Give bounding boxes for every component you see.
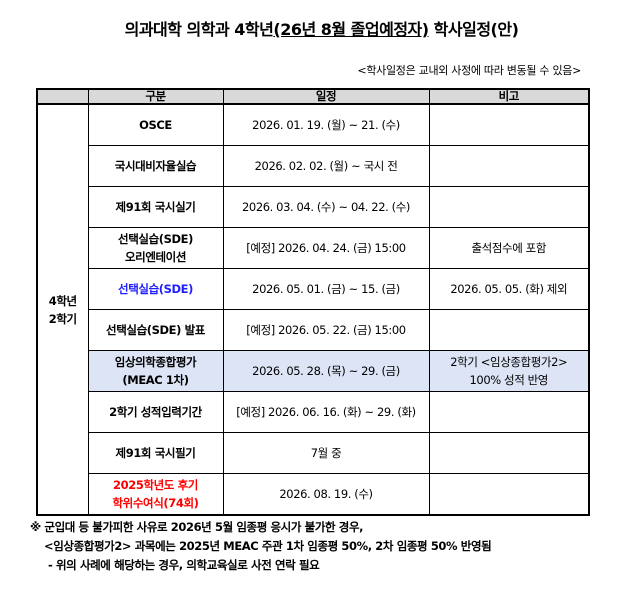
row-note: 2학기 <임상종합평가2> 100% 성적 반영	[428, 350, 590, 392]
table-row: 제91회 국시필기 7월 중	[37, 432, 590, 474]
table-row: 임상의학종합평가 (MEAC 1차) 2026. 05. 28. (목) ~ 29.…	[37, 350, 590, 392]
row-schedule: 2026. 05. 28. (목) ~ 29. (금)	[222, 350, 430, 392]
table-row: 선택실습(SDE) 2026. 05. 01. (금) ~ 15. (금) 2026…	[37, 268, 590, 310]
category-line: 임상의학종합평가	[114, 355, 197, 369]
row-schedule: [예정] 2026. 04. 24. (금) 15:00	[222, 227, 430, 269]
row-note	[428, 186, 590, 228]
row-note	[428, 145, 590, 187]
footnote-1: ※ 군입대 등 불가피한 사유로 2026년 5월 임종평 응시가 불가한 경우…	[30, 520, 364, 534]
header-blank	[36, 88, 89, 105]
table-row: 선택실습(SDE) 발표 [예정] 2026. 05. 22. (금) 15:00	[37, 309, 590, 351]
row-schedule: [예정] 2026. 06. 16. (화) ~ 29. (화)	[222, 391, 430, 433]
row-schedule: 2026. 05. 01. (금) ~ 15. (금)	[222, 268, 430, 310]
row-schedule: [예정] 2026. 05. 22. (금) 15:00	[222, 309, 430, 351]
header-category: 구분	[87, 88, 224, 105]
subtitle: <학사일정은 교내외 사정에 따라 변동될 수 있음>	[357, 64, 581, 77]
category-line: 제91회 국시실기	[115, 200, 196, 214]
row-category: 제91회 국시필기	[87, 432, 224, 474]
table-header: 구분 일정 비고	[36, 88, 590, 105]
footnote-3: - 위의 사례에 해당하는 경우, 의학교육실로 사전 연락 필요	[48, 558, 320, 572]
footnote-2: <임상종합평가2> 과목에는 2025년 MEAC 주관 1차 임종평 50%,…	[44, 539, 492, 553]
category-line: 2025학년도 후기	[113, 478, 198, 492]
category-line: 선택실습(SDE)	[118, 282, 193, 296]
category-line: 국시대비자율실습	[114, 159, 197, 173]
category-line: 2학기 성적입력기간	[109, 405, 202, 419]
row-note: 2026. 05. 05. (화) 제외	[428, 268, 590, 310]
row-schedule: 7월 중	[222, 432, 430, 474]
table-row: 선택실습(SDE) 오리엔테이션 [예정] 2026. 04. 24. (금) 15…	[37, 227, 590, 269]
title-suffix: 학사일정(안)	[428, 20, 519, 39]
category-line: 선택실습(SDE)	[118, 232, 193, 246]
group-label-line: 2학기	[48, 311, 77, 326]
group-label: 4학년 2학기	[36, 103, 89, 516]
row-category: 국시대비자율실습	[87, 145, 224, 187]
category-line: 학위수여식(74회)	[112, 496, 199, 510]
row-schedule: 2026. 03. 04. (수) ~ 04. 22. (수)	[222, 186, 430, 228]
note-line: 2026. 05. 05. (화) 제외	[450, 282, 568, 296]
row-category: 임상의학종합평가 (MEAC 1차)	[87, 350, 224, 392]
title-prefix: 의과대학 의학과 4학년	[124, 20, 274, 39]
category-line: (MEAC 1차)	[122, 373, 189, 387]
row-note	[428, 309, 590, 351]
row-note: 출석점수에 포함	[428, 227, 590, 269]
header-schedule: 일정	[222, 88, 430, 105]
row-category: 선택실습(SDE) 오리엔테이션	[87, 227, 224, 269]
row-category: OSCE	[87, 103, 224, 146]
table-row: 2025학년도 후기 학위수여식(74회) 2026. 08. 19. (수)	[37, 473, 590, 516]
table-row: 2학기 성적입력기간 [예정] 2026. 06. 16. (화) ~ 29. (…	[37, 391, 590, 433]
row-category: 제91회 국시실기	[87, 186, 224, 228]
footnotes: ※ 군입대 등 불가피한 사유로 2026년 5월 임종평 응시가 불가한 경우…	[30, 518, 492, 575]
category-line: OSCE	[139, 118, 172, 132]
row-note	[428, 103, 590, 146]
category-line: 선택실습(SDE) 발표	[106, 323, 205, 337]
title-underlined: (26년 8월 졸업예정자)	[273, 20, 429, 39]
row-note	[428, 473, 590, 516]
group-label-line: 4학년	[48, 293, 77, 308]
schedule-table: 구분 일정 비고 4학년 2학기 OSCE 2026. 01. 19. (월) ~ 2…	[36, 88, 590, 516]
note-line: 2학기 <임상종합평가2>	[450, 355, 568, 369]
table-row: 4학년 2학기 OSCE 2026. 01. 19. (월) ~ 21. (수)	[36, 103, 590, 516]
category-line: 제91회 국시필기	[115, 446, 196, 460]
note-line: 출석점수에 포함	[471, 241, 546, 255]
row-category: 2학기 성적입력기간	[87, 391, 224, 433]
row-note	[428, 391, 590, 433]
row-category: 선택실습(SDE)	[87, 268, 224, 310]
row-schedule: 2026. 08. 19. (수)	[222, 473, 430, 516]
row-schedule: 2026. 02. 02. (월) ~ 국시 전	[222, 145, 430, 187]
table-row: 제91회 국시실기 2026. 03. 04. (수) ~ 04. 22. (수)	[37, 186, 590, 228]
category-line: 오리엔테이션	[124, 250, 187, 264]
page-title: 의과대학 의학과 4학년(26년 8월 졸업예정자) 학사일정(안)	[0, 16, 643, 40]
note-line: 100% 성적 반영	[469, 373, 548, 387]
header-note: 비고	[428, 88, 590, 105]
row-schedule: 2026. 01. 19. (월) ~ 21. (수)	[222, 103, 430, 146]
row-note	[428, 432, 590, 474]
row-category: 선택실습(SDE) 발표	[87, 309, 224, 351]
table-row: 국시대비자율실습 2026. 02. 02. (월) ~ 국시 전	[37, 145, 590, 187]
